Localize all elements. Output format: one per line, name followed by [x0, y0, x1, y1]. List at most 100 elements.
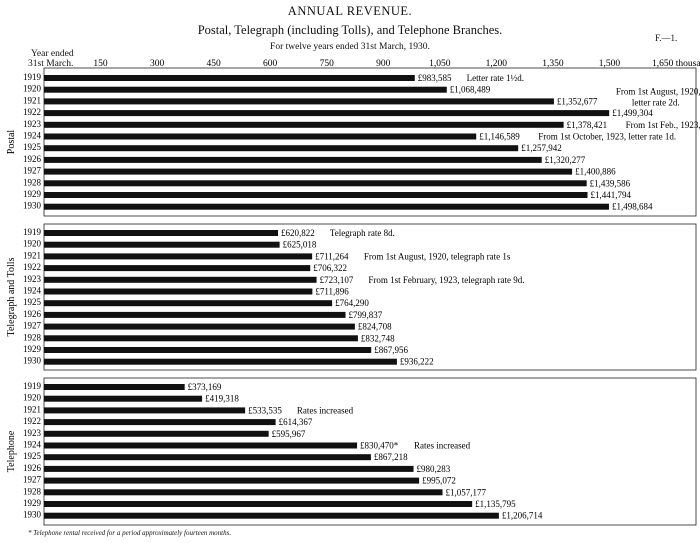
bar — [44, 347, 372, 353]
data-label: £1,498,684 — [612, 202, 653, 212]
annotation: From 1st August, 1920, telegraph rate 1s — [364, 251, 511, 261]
panel-frame — [43, 67, 697, 217]
year-label: 1928 — [23, 486, 42, 496]
bar — [44, 465, 414, 472]
year-label: 1930 — [23, 510, 42, 520]
year-label: 1925 — [23, 451, 42, 461]
bar — [44, 335, 358, 342]
data-label: £595,967 — [272, 429, 306, 439]
data-label: £824,708 — [358, 322, 392, 332]
data-label: £1,257,942 — [521, 143, 562, 153]
bar — [44, 419, 276, 426]
annotation: From 1st October, 1923, letter rate 1d. — [538, 132, 676, 142]
panel-frame — [43, 377, 697, 526]
bar — [44, 180, 587, 187]
bar — [44, 133, 477, 140]
year-label: 1921 — [23, 404, 41, 414]
data-label: £830,470* — [360, 441, 399, 451]
year-label: 1928 — [23, 177, 42, 187]
bar — [44, 121, 564, 128]
panel-label: Telephone — [6, 430, 17, 472]
bar — [44, 203, 609, 210]
data-label: £1,352,677 — [557, 96, 598, 106]
bar — [44, 145, 519, 152]
year-label: 1929 — [23, 189, 42, 199]
bar — [44, 358, 397, 365]
x-tick-label: 1,350 — [542, 59, 564, 69]
panel-label: Postal — [6, 130, 17, 155]
year-label: 1930 — [23, 356, 42, 366]
data-label: £764,290 — [335, 298, 369, 308]
year-label: 1922 — [23, 107, 41, 117]
bar — [44, 477, 420, 484]
annotation: Letter rate 1½d. — [467, 73, 524, 83]
footnote: * Telephone rental received for a period… — [28, 529, 232, 537]
panel-frame — [43, 223, 697, 371]
year-label: 1927 — [23, 166, 42, 176]
data-label: £419,318 — [205, 394, 239, 404]
year-label: 1925 — [23, 142, 42, 152]
year-label: 1919 — [23, 381, 42, 391]
year-label: 1926 — [23, 309, 42, 319]
data-label: £1,400,886 — [575, 167, 616, 177]
annotation: From 1st February, 1923, telegraph rate … — [368, 275, 524, 285]
year-label: 1922 — [23, 416, 41, 426]
year-header-line2: 31st March. — [28, 59, 74, 69]
data-label: £799,837 — [349, 310, 383, 320]
year-label: 1927 — [23, 475, 42, 485]
year-label: 1925 — [23, 297, 42, 307]
bar — [44, 454, 371, 461]
x-tick-label: 1,200 — [486, 59, 508, 69]
annotation: Rates increased — [297, 405, 354, 415]
x-tick-label: 300 — [150, 59, 165, 69]
x-tick-label: 1,650 thousands — [652, 59, 700, 69]
chart-title: ANNUAL REVENUE. — [287, 4, 413, 18]
data-label: £995,072 — [422, 476, 456, 486]
x-tick-label: 600 — [263, 59, 278, 69]
x-tick-label: 450 — [207, 59, 222, 69]
year-header-line1: Year ended — [31, 49, 74, 59]
bar — [44, 241, 280, 248]
bar — [44, 156, 542, 163]
year-label: 1923 — [23, 274, 42, 284]
x-tick-label: 1,050 — [429, 59, 451, 69]
data-label: £1,439,586 — [590, 178, 631, 188]
bar — [44, 442, 358, 449]
bar — [44, 489, 443, 496]
year-label: 1920 — [23, 393, 42, 403]
data-label: £373,169 — [188, 382, 222, 392]
year-label: 1924 — [23, 131, 42, 141]
bar — [44, 98, 554, 105]
year-label: 1921 — [23, 250, 41, 260]
data-label: £711,264 — [315, 251, 349, 261]
year-label: 1929 — [23, 344, 42, 354]
data-label: £1,068,489 — [450, 85, 491, 95]
year-label: 1929 — [23, 498, 42, 508]
annotation: Rates increased — [414, 441, 471, 451]
annotation: From 1st Feb., 1923, rate 1½d. — [626, 120, 700, 130]
panel-label: Telegraph and Tolls — [6, 257, 17, 336]
data-label: £867,956 — [374, 345, 408, 355]
data-label: £1,135,795 — [475, 499, 516, 509]
annotation: From 1st August, 1920, — [616, 86, 700, 96]
annotation: Telegraph rate 8d. — [330, 228, 395, 238]
chart-subtitle: Postal, Telegraph (including Tolls), and… — [197, 23, 503, 37]
data-label: £1,146,589 — [479, 132, 520, 142]
bar — [44, 501, 473, 507]
x-tick-label: 750 — [320, 59, 335, 69]
bar — [44, 300, 333, 307]
data-label: £706,322 — [313, 263, 347, 273]
data-label: £980,283 — [417, 464, 451, 474]
year-label: 1922 — [23, 262, 41, 272]
year-label: 1924 — [23, 440, 42, 450]
year-label: 1920 — [23, 239, 42, 249]
data-label: £1,320,277 — [545, 155, 586, 165]
bar — [44, 311, 346, 318]
bar — [44, 75, 415, 81]
x-tick-label: 150 — [93, 59, 108, 69]
bar — [44, 323, 355, 330]
year-label: 1927 — [23, 321, 42, 331]
data-label: £723,107 — [320, 275, 354, 285]
data-label: £1,378,421 — [567, 120, 608, 130]
year-label: 1921 — [23, 95, 41, 105]
